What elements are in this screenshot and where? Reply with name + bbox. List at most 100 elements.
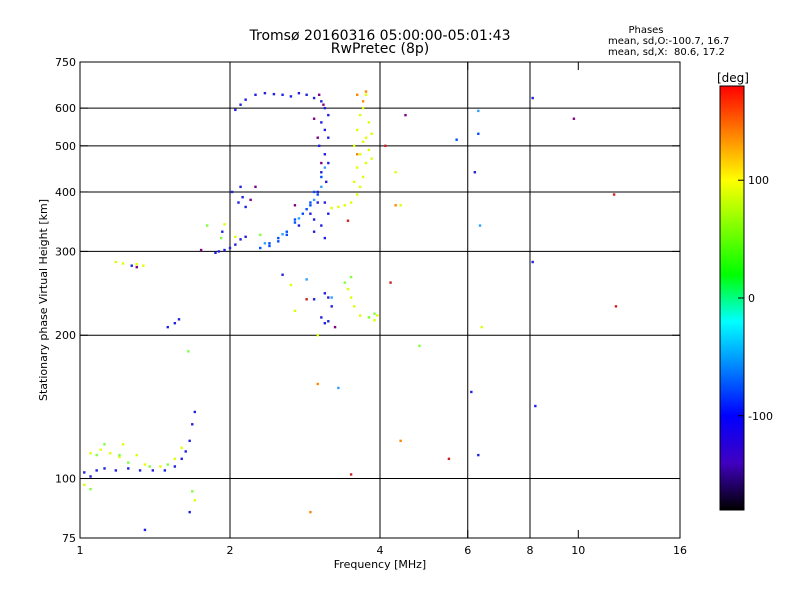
- data-point: [327, 212, 330, 215]
- data-point: [316, 190, 319, 194]
- data-point: [259, 246, 262, 250]
- data-point: [277, 240, 280, 243]
- data-point: [163, 469, 167, 472]
- data-point: [89, 452, 92, 455]
- data-point: [358, 153, 362, 156]
- plot-axes: 1 2 4 6 8 10 16 75 100 200 300 400 500 600 750: [55, 56, 687, 557]
- data-point: [330, 206, 333, 210]
- data-point: [127, 467, 130, 470]
- data-point: [367, 316, 371, 319]
- data-point: [349, 296, 353, 299]
- data-point: [373, 312, 376, 315]
- data-point: [103, 467, 106, 470]
- data-point: [135, 263, 138, 266]
- data-point: [143, 463, 147, 466]
- data-point: [343, 204, 347, 207]
- data-point: [477, 132, 480, 135]
- data-point: [312, 117, 316, 120]
- data-point: [151, 469, 155, 472]
- data-point: [364, 161, 368, 165]
- data-point: [355, 153, 359, 156]
- data-point: [166, 325, 169, 329]
- data-point: [121, 262, 125, 265]
- data-point: [323, 166, 327, 169]
- data-point: [323, 321, 327, 325]
- data-point: [143, 528, 147, 532]
- data-point: [130, 264, 133, 267]
- data-point: [355, 193, 359, 196]
- data-point: [531, 96, 534, 100]
- data-point: [180, 446, 183, 450]
- data-point: [244, 98, 247, 101]
- data-point: [352, 305, 356, 308]
- data-point: [320, 185, 323, 189]
- data-point: [349, 473, 353, 476]
- data-point: [272, 92, 276, 96]
- data-point: [327, 136, 330, 139]
- data-point: [327, 296, 330, 299]
- data-point: [83, 471, 86, 474]
- data-point: [364, 90, 368, 93]
- data-point: [337, 205, 340, 209]
- data-point: [237, 201, 240, 204]
- data-point: [320, 175, 323, 179]
- data-point: [399, 204, 402, 207]
- data-point: [184, 450, 187, 453]
- data-point: [346, 287, 350, 291]
- data-point: [337, 386, 340, 390]
- y-tick-label: 600: [55, 102, 76, 115]
- data-point: [281, 233, 284, 236]
- data-point: [614, 305, 618, 308]
- y-tick-label: 500: [55, 140, 76, 153]
- data-point: [118, 455, 121, 459]
- y-tick-label: 200: [55, 329, 76, 342]
- data-point: [312, 96, 316, 100]
- data-point: [285, 233, 288, 237]
- data-point: [327, 320, 330, 323]
- data-point: [173, 465, 177, 468]
- data-point: [470, 390, 473, 394]
- data-point: [305, 207, 308, 211]
- data-point: [316, 193, 319, 196]
- data-point: [188, 510, 191, 514]
- data-point: [355, 128, 359, 132]
- data-point: [234, 235, 237, 238]
- data-point: [612, 193, 616, 196]
- data-point: [234, 108, 237, 112]
- data-point: [333, 325, 337, 329]
- x-tick-label: 1: [77, 544, 84, 557]
- data-point: [477, 109, 480, 113]
- data-point: [320, 121, 323, 124]
- data-point: [223, 223, 226, 226]
- data-point: [263, 91, 267, 95]
- data-point: [309, 201, 312, 204]
- data-point: [346, 219, 350, 222]
- data-point: [214, 251, 217, 255]
- data-point: [109, 452, 112, 455]
- data-point: [230, 190, 234, 194]
- data-point: [127, 461, 130, 464]
- y-tick-label: 100: [55, 473, 76, 486]
- data-point: [223, 248, 226, 252]
- data-point: [316, 136, 319, 139]
- x-tick-label: 6: [464, 544, 471, 557]
- data-point: [166, 463, 169, 466]
- data-point: [309, 212, 312, 215]
- phases-o-stats: mean, sd,O:-100.7, 16.7: [608, 36, 729, 47]
- data-point: [180, 457, 183, 461]
- data-point: [281, 273, 284, 276]
- data-point: [268, 244, 271, 248]
- data-point: [89, 487, 92, 491]
- data-point: [323, 153, 327, 156]
- data-point: [361, 175, 365, 179]
- data-point: [138, 469, 142, 472]
- data-point: [327, 113, 330, 117]
- x-tick-label: 16: [673, 544, 687, 557]
- data-point: [293, 221, 297, 224]
- data-point: [95, 453, 98, 457]
- data-point: [99, 448, 102, 451]
- data-point: [349, 201, 353, 204]
- phases-x-stats: mean, sd,X: 80.6, 17.2: [608, 47, 725, 58]
- data-point: [322, 103, 325, 106]
